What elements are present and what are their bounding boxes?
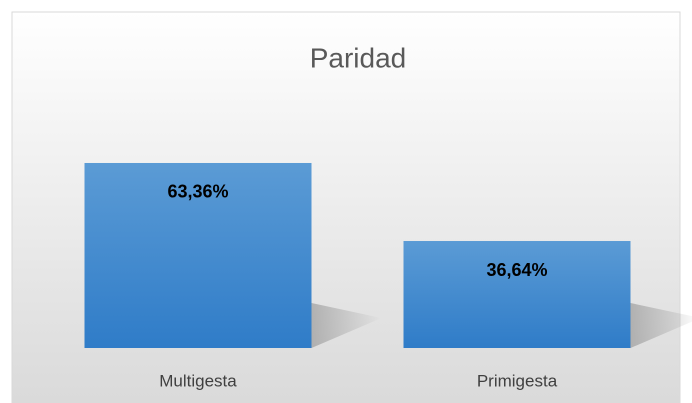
x-tick-label: Multigesta	[159, 371, 237, 390]
data-label: 63,36%	[167, 182, 228, 202]
x-tick-label: Primigesta	[477, 371, 558, 390]
bar	[84, 162, 312, 348]
bar-shadow	[630, 303, 692, 348]
chart-title: Paridad	[310, 42, 407, 73]
bar-shadow	[311, 303, 382, 348]
data-label: 36,64%	[486, 260, 547, 280]
bar	[403, 241, 631, 348]
